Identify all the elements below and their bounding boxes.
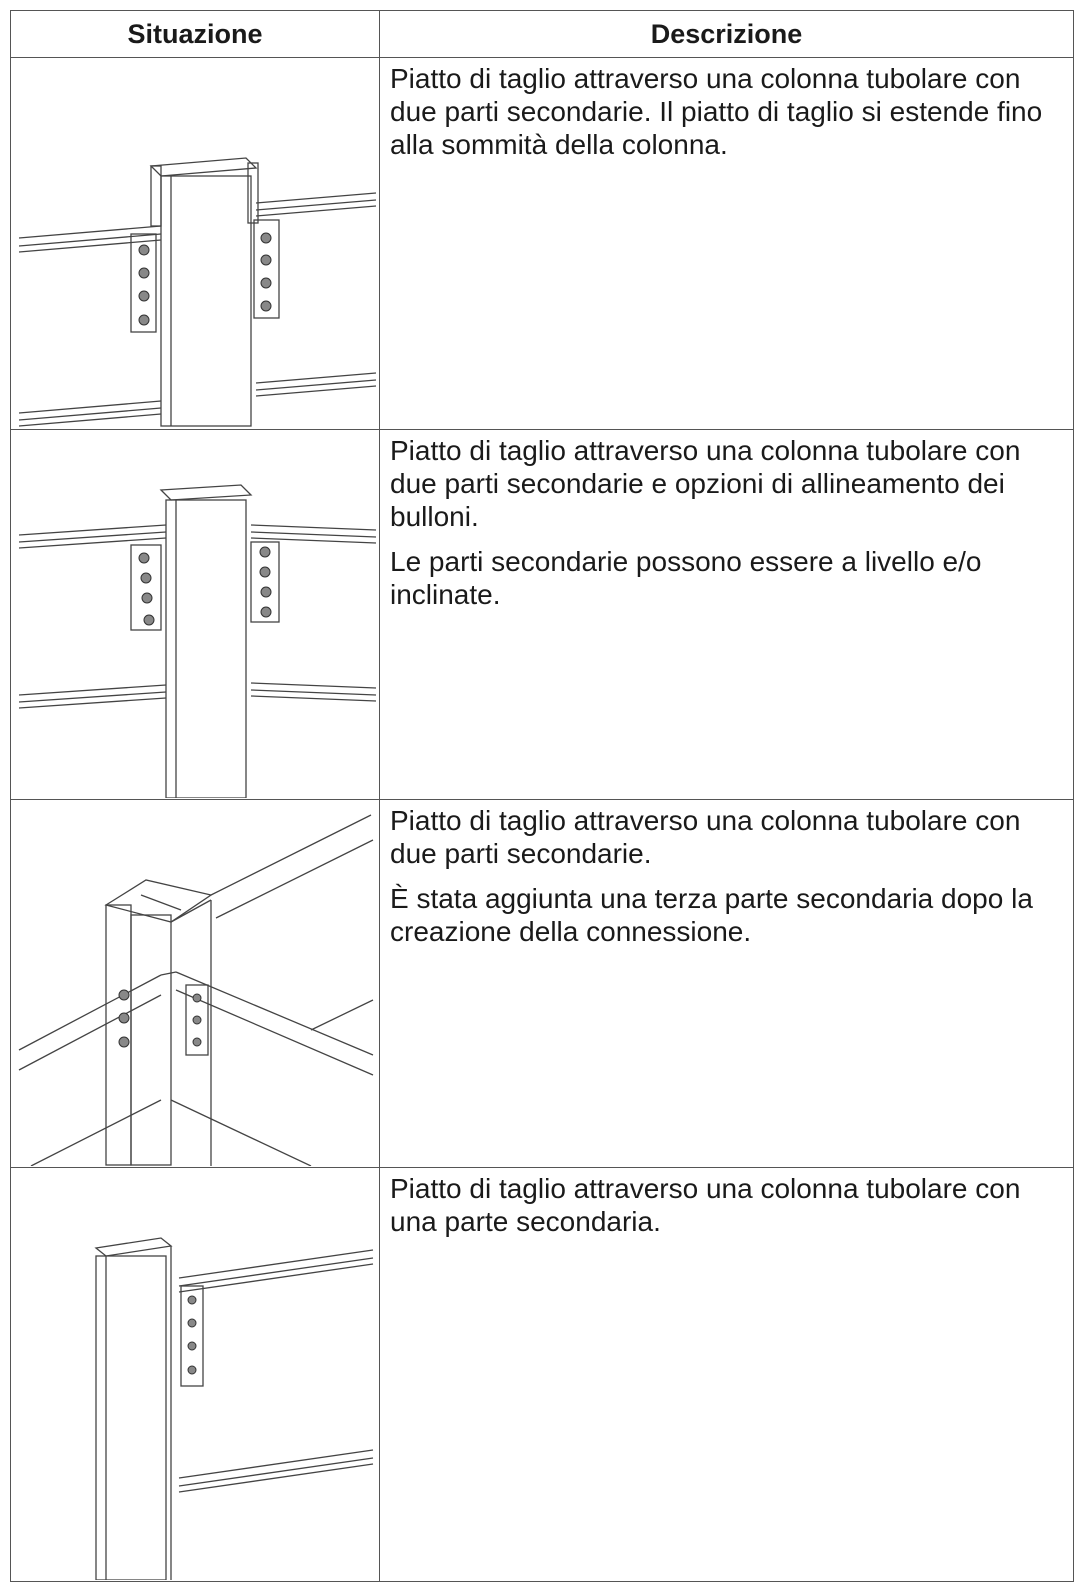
illustration-cell	[10, 1167, 380, 1582]
row: Piatto di taglio attraverso una colonna …	[10, 1167, 1074, 1582]
illustration	[94, 1237, 374, 1580]
row: Piatto di taglio attraverso una colonna …	[10, 799, 1074, 1168]
illustration-cell	[10, 429, 380, 800]
connection-table: Situazione Descrizione Piatto di taglio …	[10, 10, 1074, 1582]
illustration-cell	[10, 57, 380, 430]
row: Piatto di taglio attraverso una colonna …	[10, 57, 1074, 430]
description: Piatto di taglio attraverso una colonna …	[390, 63, 1043, 160]
description-cell: Piatto di taglio attraverso una colonna …	[379, 1167, 1074, 1582]
illustration	[18, 157, 377, 427]
description-cell: Piatto di taglio attraverso una colonna …	[379, 429, 1074, 800]
header-cell: Situazione	[10, 10, 380, 58]
illustration	[18, 484, 377, 798]
description-cell: Piatto di taglio attraverso una colonna …	[379, 799, 1074, 1168]
description: Piatto di taglio attraverso una colonna …	[390, 435, 1021, 532]
description: Le parti secondarie possono essere a liv…	[390, 546, 982, 610]
illustration-cell	[10, 799, 380, 1168]
header-cell: Descrizione	[379, 10, 1074, 58]
row: Piatto di taglio attraverso una colonna …	[10, 429, 1074, 800]
description: Piatto di taglio attraverso una colonna …	[390, 1173, 1021, 1237]
description: È stata aggiunta una terza parte seconda…	[390, 883, 1033, 947]
header-row: Situazione Descrizione	[10, 10, 1074, 58]
illustration	[18, 814, 374, 1166]
description-cell: Piatto di taglio attraverso una colonna …	[379, 57, 1074, 430]
description: Piatto di taglio attraverso una colonna …	[390, 805, 1021, 869]
